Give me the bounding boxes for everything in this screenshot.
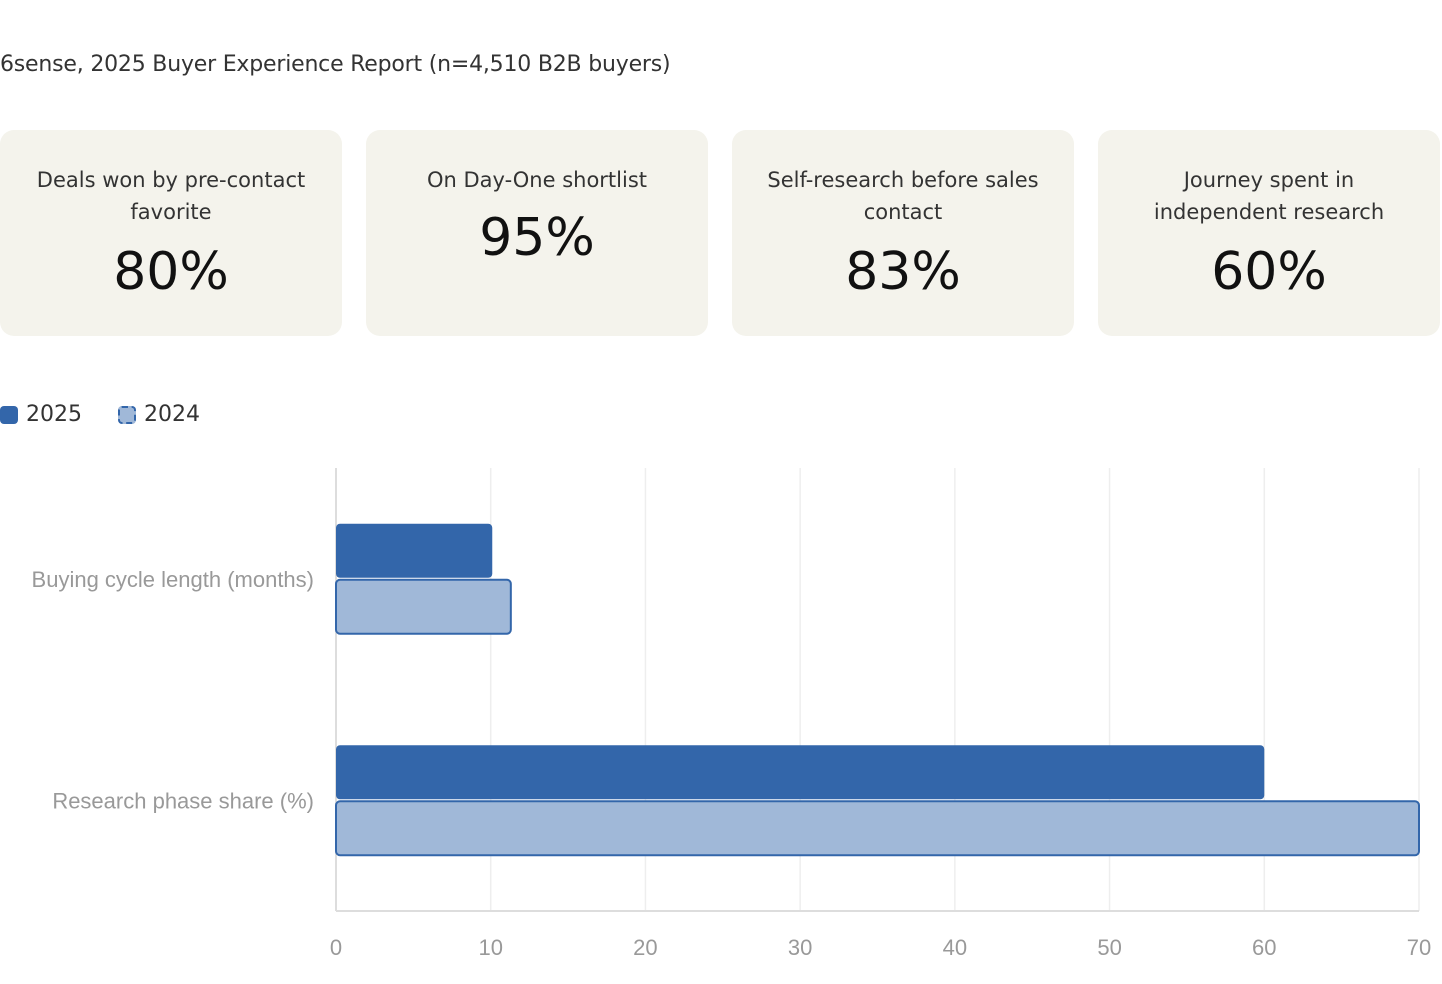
x-tick-label: 10	[478, 935, 502, 960]
stat-cards: Deals won by pre-contact favorite 80% On …	[0, 130, 1440, 336]
legend-swatch	[0, 405, 18, 424]
x-tick-label: 60	[1252, 935, 1276, 960]
stat-label: Deals won by pre-contact favorite	[36, 168, 306, 224]
bar-2025	[336, 745, 1265, 800]
x-tick-label: 50	[1097, 935, 1121, 960]
legend-swatch	[118, 405, 136, 424]
stat-label: On Day-One shortlist	[426, 168, 648, 192]
stat-label: Self-research before sales contact	[767, 168, 1039, 224]
x-tick-label: 30	[788, 935, 812, 960]
stat-card: On Day-One shortlist 95%	[366, 130, 708, 336]
x-tick-label: 0	[330, 935, 342, 960]
stat-value: 83%	[845, 242, 961, 302]
bar-2025	[336, 523, 493, 578]
legend-label: 2025	[26, 402, 82, 427]
stat-value: 95%	[479, 208, 595, 268]
y-category-label: Research phase share (%)	[52, 788, 314, 813]
stat-value: 60%	[1211, 242, 1327, 302]
bar-2024	[335, 578, 512, 635]
x-tick-label: 20	[633, 935, 657, 960]
stat-card: Self-research before sales contact 83%	[732, 130, 1074, 336]
legend-item-2024[interactable]: 2024	[118, 402, 200, 427]
stat-value: 80%	[113, 242, 229, 302]
stat-card: Journey spent in independent research 60%	[1098, 130, 1440, 336]
legend-label: 2024	[144, 402, 200, 427]
chart-legend: 2025 2024	[0, 402, 200, 427]
source-caption: 6sense, 2025 Buyer Experience Report (n=…	[0, 52, 671, 77]
legend-item-2025[interactable]: 2025	[0, 402, 82, 427]
bar-2024	[335, 800, 1420, 857]
y-category-label: Buying cycle length (months)	[32, 567, 314, 592]
x-tick-label: 70	[1407, 935, 1431, 960]
stat-label: Journey spent in independent research	[1153, 168, 1385, 224]
x-tick-label: 40	[943, 935, 967, 960]
stat-card: Deals won by pre-contact favorite 80%	[0, 130, 342, 336]
